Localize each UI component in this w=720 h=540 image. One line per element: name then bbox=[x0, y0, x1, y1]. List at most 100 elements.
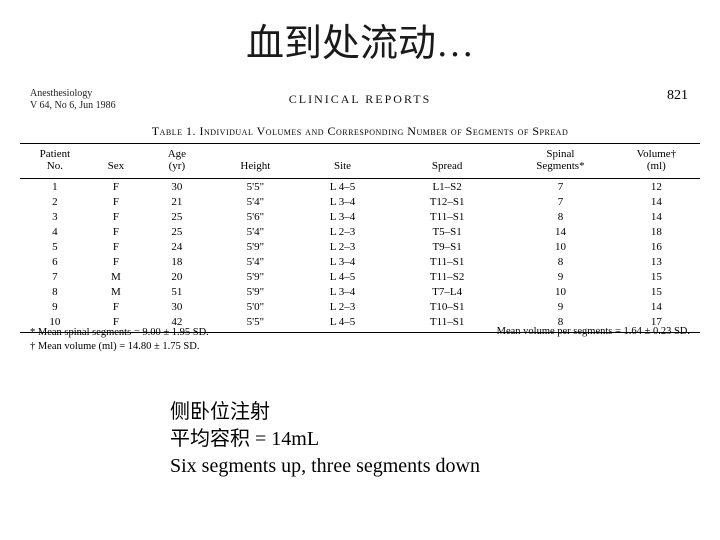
table-cell: 5'0" bbox=[212, 299, 299, 314]
footnote-right: Mean volume per segments = 1.64 ± 0.23 S… bbox=[497, 326, 690, 354]
footnotes: * Mean spinal segments = 9.00 ± 1.95 SD.… bbox=[30, 326, 690, 354]
data-table: PatientNo.SexAge(yr)HeightSiteSpreadSpin… bbox=[20, 143, 700, 333]
table-cell: F bbox=[90, 299, 142, 314]
table-cell: 9 bbox=[20, 299, 90, 314]
table-cell: M bbox=[90, 284, 142, 299]
table-caption: Table 1. Individual Volumes and Correspo… bbox=[20, 124, 700, 139]
table-row: 1F305'5"L 4–5L1–S2712 bbox=[20, 179, 700, 195]
table-cell: 7 bbox=[20, 269, 90, 284]
table-cell: L 2–3 bbox=[299, 224, 386, 239]
col-header: Sex bbox=[90, 144, 142, 179]
table-cell: 51 bbox=[142, 284, 212, 299]
table-cell: T11–S2 bbox=[386, 269, 508, 284]
table-cell: L 4–5 bbox=[299, 269, 386, 284]
table-cell: T10–S1 bbox=[386, 299, 508, 314]
table-cell: F bbox=[90, 254, 142, 269]
table-cell: T9–S1 bbox=[386, 239, 508, 254]
table-cell: L 2–3 bbox=[299, 299, 386, 314]
table-cell: 14 bbox=[613, 299, 700, 314]
table-cell: L 3–4 bbox=[299, 254, 386, 269]
table-cell: 2 bbox=[20, 194, 90, 209]
table-cell: F bbox=[90, 194, 142, 209]
table-cell: L 3–4 bbox=[299, 284, 386, 299]
table-cell: 7 bbox=[508, 179, 613, 195]
bottom-line-2: 平均容积 = 14mL bbox=[170, 426, 480, 453]
table-cell: 5'4" bbox=[212, 224, 299, 239]
table-cell: 5'9" bbox=[212, 284, 299, 299]
table-cell: 30 bbox=[142, 299, 212, 314]
table-cell: M bbox=[90, 269, 142, 284]
table-row: 2F215'4"L 3–4T12–S1714 bbox=[20, 194, 700, 209]
table-cell: 15 bbox=[613, 284, 700, 299]
col-header: Age(yr) bbox=[142, 144, 212, 179]
table-cell: 8 bbox=[508, 254, 613, 269]
table-cell: 5'9" bbox=[212, 269, 299, 284]
table-cell: T5–S1 bbox=[386, 224, 508, 239]
table-row: 3F255'6"L 3–4T11–S1814 bbox=[20, 209, 700, 224]
table-cell: 14 bbox=[613, 209, 700, 224]
col-header: Spread bbox=[386, 144, 508, 179]
table-cell: 5'5" bbox=[212, 179, 299, 195]
page-number: 821 bbox=[667, 88, 688, 104]
table-cell: L 4–5 bbox=[299, 179, 386, 195]
table-cell: F bbox=[90, 179, 142, 195]
table-cell: 15 bbox=[613, 269, 700, 284]
table-cell: 5'6" bbox=[212, 209, 299, 224]
col-header: SpinalSegments* bbox=[508, 144, 613, 179]
table-cell: 21 bbox=[142, 194, 212, 209]
col-header: Volume†(ml) bbox=[613, 144, 700, 179]
table-cell: 7 bbox=[508, 194, 613, 209]
table-cell: 9 bbox=[508, 269, 613, 284]
table-cell: 5'9" bbox=[212, 239, 299, 254]
table-cell: 10 bbox=[508, 284, 613, 299]
table-cell: 12 bbox=[613, 179, 700, 195]
bottom-line-1: 侧卧位注射 bbox=[170, 399, 480, 426]
table-cell: 25 bbox=[142, 209, 212, 224]
col-header: Site bbox=[299, 144, 386, 179]
table-cell: L1–S2 bbox=[386, 179, 508, 195]
table-cell: 18 bbox=[142, 254, 212, 269]
table-cell: T11–S1 bbox=[386, 209, 508, 224]
table-wrap: Table 1. Individual Volumes and Correspo… bbox=[20, 124, 700, 333]
table-cell: 6 bbox=[20, 254, 90, 269]
table-cell: 24 bbox=[142, 239, 212, 254]
table-cell: 14 bbox=[508, 224, 613, 239]
table-row: 8M515'9"L 3–4T7–L41015 bbox=[20, 284, 700, 299]
table-cell: T7–L4 bbox=[386, 284, 508, 299]
table-cell: L 2–3 bbox=[299, 239, 386, 254]
bottom-line-3: Six segments up, three segments down bbox=[170, 453, 480, 480]
table-cell: 1 bbox=[20, 179, 90, 195]
col-header: Height bbox=[212, 144, 299, 179]
table-row: 6F185'4"L 3–4T11–S1813 bbox=[20, 254, 700, 269]
table-row: 7M205'9"L 4–5T11–S2915 bbox=[20, 269, 700, 284]
table-cell: F bbox=[90, 224, 142, 239]
table-cell: T12–S1 bbox=[386, 194, 508, 209]
table-cell: 5'4" bbox=[212, 194, 299, 209]
table-cell: 16 bbox=[613, 239, 700, 254]
table-cell: 10 bbox=[508, 239, 613, 254]
table-cell: 8 bbox=[20, 284, 90, 299]
section-title: CLINICAL REPORTS bbox=[0, 92, 720, 107]
footnote-left-2: † Mean volume (ml) = 14.80 ± 1.75 SD. bbox=[30, 340, 209, 354]
table-cell: L 3–4 bbox=[299, 209, 386, 224]
table-row: 4F255'4"L 2–3T5–S11418 bbox=[20, 224, 700, 239]
col-header: PatientNo. bbox=[20, 144, 90, 179]
table-cell: 13 bbox=[613, 254, 700, 269]
table-cell: 5'4" bbox=[212, 254, 299, 269]
table-cell: 14 bbox=[613, 194, 700, 209]
table-cell: 4 bbox=[20, 224, 90, 239]
table-cell: 30 bbox=[142, 179, 212, 195]
table-cell: 3 bbox=[20, 209, 90, 224]
table-row: 9F305'0"L 2–3T10–S1914 bbox=[20, 299, 700, 314]
table-cell: 25 bbox=[142, 224, 212, 239]
table-cell: 20 bbox=[142, 269, 212, 284]
bottom-text: 侧卧位注射 平均容积 = 14mL Six segments up, three… bbox=[170, 399, 480, 480]
table-cell: F bbox=[90, 209, 142, 224]
slide-title: 血到处流动… bbox=[0, 12, 720, 67]
table-cell: 5 bbox=[20, 239, 90, 254]
table-cell: 18 bbox=[613, 224, 700, 239]
table-cell: F bbox=[90, 239, 142, 254]
footnote-left-1: * Mean spinal segments = 9.00 ± 1.95 SD. bbox=[30, 326, 209, 340]
table-cell: L 3–4 bbox=[299, 194, 386, 209]
table-row: 5F245'9"L 2–3T9–S11016 bbox=[20, 239, 700, 254]
